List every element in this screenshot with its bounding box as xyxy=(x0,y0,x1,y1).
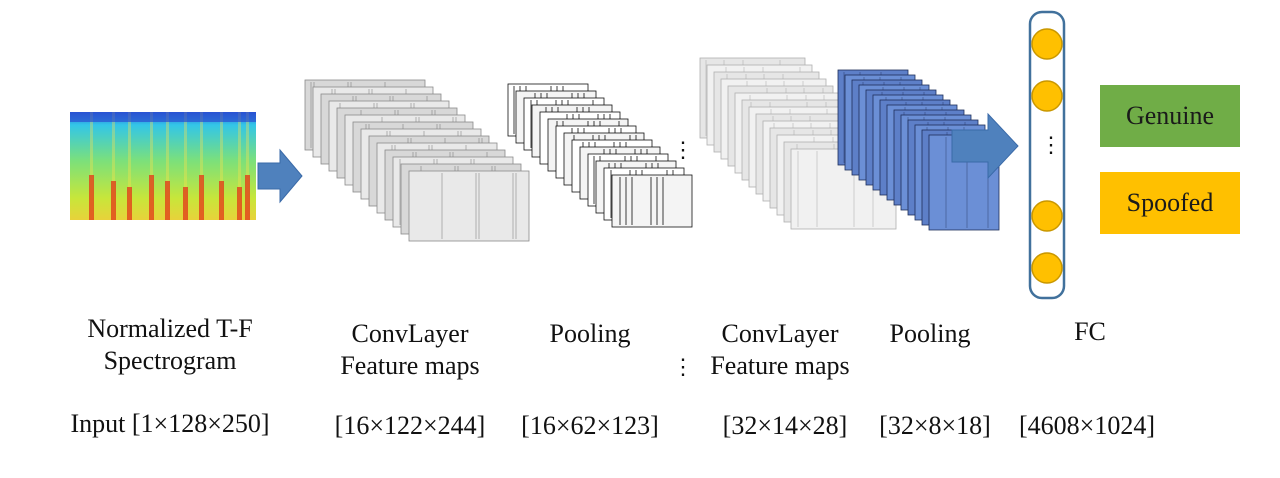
fc-stage-title: FC xyxy=(1074,317,1106,346)
feature-map xyxy=(611,174,693,228)
pool2-stage-title: Pooling xyxy=(889,319,971,348)
fc-layer xyxy=(1028,10,1066,300)
fc-node xyxy=(1031,80,1063,112)
arrow-pool2-to-fc xyxy=(951,112,1019,180)
pool1-dims: [16×62×123] xyxy=(521,411,659,440)
arrow-input-to-conv1 xyxy=(257,148,303,204)
fc-node xyxy=(1031,200,1063,232)
fc-node xyxy=(1031,28,1063,60)
conv1-feature-maps xyxy=(304,79,530,242)
fc-node xyxy=(1031,252,1063,284)
feature-map xyxy=(408,170,530,242)
fc-dims: [4608×1024] xyxy=(1019,411,1155,440)
pool1-feature-maps xyxy=(507,83,693,228)
conv2-dims: [32×14×28] xyxy=(722,411,848,440)
genuine-label: Genuine xyxy=(1125,101,1215,130)
pool2-feature-maps xyxy=(837,69,1000,231)
fc-ellipsis: ⋮ xyxy=(1040,132,1062,157)
pool2-dims: [32×8×18] xyxy=(879,411,991,440)
conv2-feature-maps xyxy=(699,57,897,230)
input-dims: Input [1×128×250] xyxy=(70,409,270,438)
pool1-stage-title: Pooling xyxy=(549,319,631,348)
input-stage-title: Normalized T-F Spectrogram xyxy=(87,314,253,375)
input-spectrogram xyxy=(70,112,256,220)
conv1-stage-title: ConvLayer Feature maps xyxy=(340,319,480,380)
conv1-dims: [16×122×244] xyxy=(334,411,486,440)
spoofed-output-box: Spoofed xyxy=(1100,172,1240,234)
spoofed-label: Spoofed xyxy=(1126,188,1214,217)
genuine-output-box: Genuine xyxy=(1100,85,1240,147)
conv2-stage-title: ConvLayer Feature maps xyxy=(710,319,850,380)
stage-separator-top: ⋮ xyxy=(672,137,694,162)
